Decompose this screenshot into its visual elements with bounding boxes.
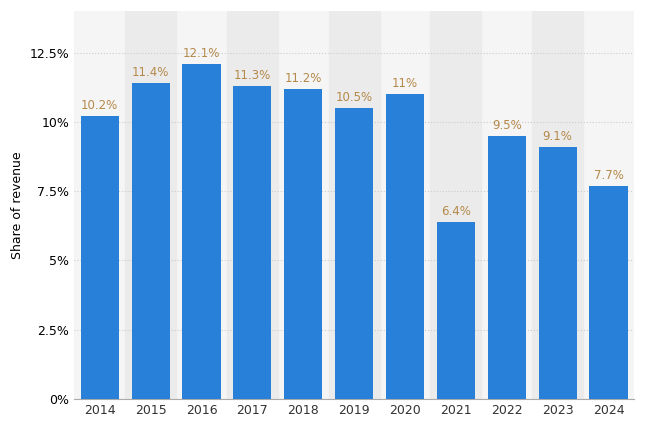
Text: 10.2%: 10.2% [81,99,118,112]
Text: 12.1%: 12.1% [183,47,220,59]
Bar [183,64,221,399]
Text: 10.5%: 10.5% [335,91,373,104]
Text: 6.4%: 6.4% [441,205,471,217]
Bar [539,147,577,399]
Text: 11.4%: 11.4% [132,66,169,79]
Bar [125,11,176,399]
Text: 11.2%: 11.2% [284,71,322,85]
Y-axis label: Share of revenue: Share of revenue [11,151,24,259]
Text: 9.1%: 9.1% [542,130,573,143]
Text: 7.7%: 7.7% [593,169,623,181]
Bar [233,86,272,399]
Bar [335,108,373,399]
Bar [284,89,322,399]
Bar [532,11,583,399]
Text: 11.3%: 11.3% [233,69,271,82]
Bar [488,136,526,399]
Bar [437,222,475,399]
Bar [430,11,481,399]
Text: 11%: 11% [392,77,418,90]
Bar [81,116,119,399]
Bar [386,94,424,399]
Bar [329,11,379,399]
Text: 9.5%: 9.5% [492,119,522,132]
Bar [227,11,278,399]
Bar [132,83,170,399]
Bar [590,186,628,399]
